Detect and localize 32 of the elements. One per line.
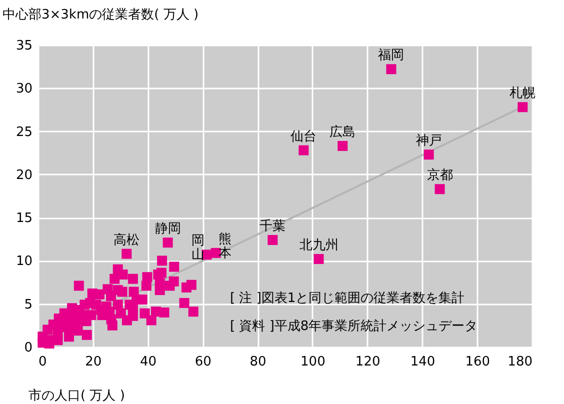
annotation: 千葉 bbox=[260, 219, 286, 234]
annotation: 仙台 bbox=[290, 129, 317, 144]
x-tick-label: 160 bbox=[465, 354, 490, 370]
y-tick-label: 0 bbox=[24, 340, 32, 356]
y-tick-label: 25 bbox=[16, 124, 32, 140]
annotation: 京都 bbox=[426, 168, 453, 184]
annotation: 北九州 bbox=[299, 238, 338, 253]
x-tick-label: 140 bbox=[410, 354, 436, 370]
y-tick-label: 10 bbox=[16, 254, 32, 270]
y-axis-title: 中心部3×3kmの従業者数( 万人 ) bbox=[2, 6, 199, 22]
annotation: 広島 bbox=[330, 124, 356, 140]
x-tick-label: 0 bbox=[38, 354, 47, 370]
annotation: 札幌 bbox=[510, 86, 536, 102]
x-tick-label: 60 bbox=[194, 354, 212, 370]
annotation: 高松 bbox=[114, 232, 140, 248]
annotation: [ 注 ]図表1と同じ範囲の従業者数を集計 bbox=[230, 291, 465, 306]
x-tick-label: 180 bbox=[508, 354, 532, 370]
x-tick-label: 80 bbox=[250, 354, 266, 370]
annotation: 神戸 bbox=[416, 134, 442, 149]
x-tick-label: 120 bbox=[355, 354, 380, 370]
y-tick-label: 15 bbox=[16, 211, 32, 226]
x-tick-label: 40 bbox=[140, 354, 157, 370]
y-tick-label: 30 bbox=[16, 82, 32, 97]
y-tick-label: 20 bbox=[16, 168, 32, 183]
x-tick-label: 20 bbox=[85, 354, 102, 370]
annotation: 静岡 bbox=[154, 222, 181, 237]
annotation: [ 資料 ]平成8年事業所統計メッシュデータ bbox=[230, 319, 478, 334]
x-tick-label: 100 bbox=[300, 354, 326, 370]
annotation: 福岡 bbox=[378, 48, 404, 64]
x-axis-title: 市の人口( 万人 ) bbox=[28, 388, 125, 404]
y-tick-label: 5 bbox=[24, 297, 32, 312]
y-tick-label: 35 bbox=[16, 38, 32, 54]
